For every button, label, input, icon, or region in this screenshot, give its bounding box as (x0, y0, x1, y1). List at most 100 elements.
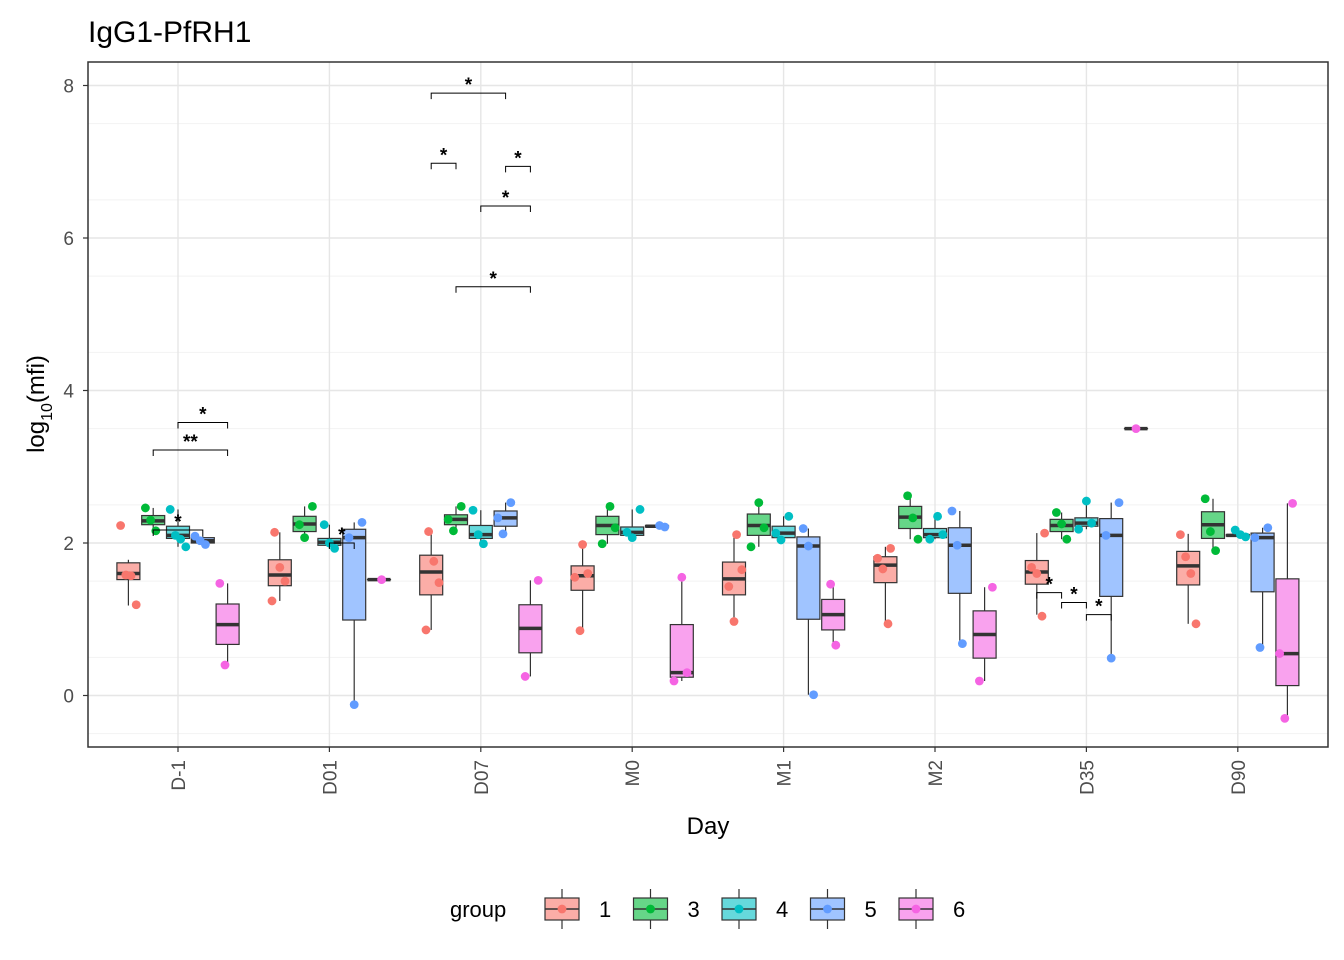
points (116, 424, 1297, 723)
data-point-1 (270, 527, 279, 537)
data-point-3 (1211, 546, 1220, 556)
data-point-1 (421, 625, 431, 635)
significance-bracket: * (430, 145, 457, 170)
significance-label: * (1070, 584, 1078, 605)
data-point-3 (141, 503, 150, 513)
significance-bracket: * (1036, 575, 1063, 599)
data-point-5 (1263, 523, 1273, 533)
significance-label: * (199, 405, 207, 426)
data-point-3 (1052, 508, 1061, 517)
data-point-5 (1255, 643, 1265, 652)
data-point-5 (660, 522, 670, 532)
data-point-4 (933, 511, 942, 521)
legend-label: 1 (599, 897, 611, 922)
significance-label: ** (183, 432, 198, 453)
y-tick-label: 4 (63, 382, 74, 403)
x-axis: D-1 D01 D07 M0 M1 M2 D35 D90 (169, 747, 1250, 795)
data-point-3 (308, 502, 317, 511)
legend-label: 4 (776, 897, 788, 922)
data-point-1 (1186, 569, 1196, 578)
data-point-1 (126, 571, 136, 581)
data-point-4 (468, 505, 478, 515)
data-point-1 (275, 563, 285, 572)
data-point-4 (1082, 496, 1091, 506)
data-point-1 (578, 540, 587, 549)
data-point-1 (737, 565, 747, 575)
data-point-6 (1280, 713, 1290, 723)
y-tick-label: 8 (63, 77, 74, 98)
data-point-3 (1200, 494, 1210, 504)
data-point-3 (754, 498, 764, 507)
box-group-6 (821, 584, 846, 646)
data-point-4 (635, 505, 645, 514)
data-point-5 (1114, 498, 1124, 507)
data-point-4 (771, 528, 781, 538)
data-point-1 (724, 582, 734, 591)
x-tick-label: M2 (926, 760, 947, 786)
data-point-6 (220, 660, 230, 670)
data-point-5 (349, 700, 359, 710)
data-point-1 (732, 530, 741, 540)
legend-title: group (450, 897, 506, 922)
data-point-1 (434, 578, 444, 588)
x-axis-title: Day (687, 813, 730, 840)
data-point-6 (669, 676, 679, 686)
data-point-6 (215, 579, 225, 588)
box-group-5 (1250, 527, 1275, 648)
box (669, 623, 694, 678)
data-point-5 (201, 540, 210, 549)
significance-label: * (1045, 575, 1053, 596)
box (342, 528, 367, 621)
data-point-4 (330, 543, 339, 553)
data-point-4 (176, 534, 186, 544)
data-point-1 (570, 572, 580, 582)
bracket-line (328, 542, 355, 549)
data-point-5 (1101, 530, 1111, 540)
data-point-3 (456, 502, 466, 511)
legend-key-point (823, 904, 832, 914)
legend-item-1: 1 (544, 889, 611, 929)
data-point-3 (597, 539, 607, 549)
significance-label: * (174, 512, 182, 533)
data-point-6 (377, 575, 386, 584)
legend-item-5: 5 (809, 889, 877, 929)
significance-label: * (514, 148, 522, 169)
data-point-3 (908, 513, 918, 523)
significance-bracket: * (1085, 597, 1112, 621)
data-point-3 (1057, 519, 1066, 529)
data-point-1 (575, 626, 585, 636)
data-point-6 (520, 672, 530, 681)
box (1275, 578, 1300, 687)
significance-label: * (440, 145, 448, 166)
data-point-5 (798, 524, 808, 533)
data-point-1 (116, 521, 125, 530)
data-point-5 (809, 690, 818, 700)
data-point-3 (759, 523, 769, 533)
y-axis-title: log10(mfi) (23, 355, 56, 453)
data-point-6 (975, 676, 984, 686)
box (947, 527, 972, 594)
data-point-3 (903, 491, 912, 501)
significance-label: * (489, 269, 497, 290)
bracket-line (177, 422, 229, 429)
x-tick-label: D35 (1077, 760, 1098, 795)
significance-bracket: * (505, 148, 531, 173)
bracket-line (430, 92, 507, 100)
bracket-line (1061, 601, 1087, 609)
data-point-1 (1191, 619, 1201, 629)
data-point-4 (319, 520, 329, 530)
data-point-6 (826, 579, 835, 589)
data-point-3 (146, 515, 156, 525)
data-point-1 (1040, 528, 1049, 538)
data-point-4 (181, 542, 191, 552)
data-point-1 (1181, 552, 1190, 562)
data-point-3 (746, 542, 756, 552)
bracket-line (1036, 592, 1063, 599)
data-point-4 (938, 530, 948, 540)
data-point-4 (1087, 518, 1096, 528)
y-tick-label: 2 (63, 534, 74, 555)
box-group-6 (669, 577, 694, 682)
x-tick-label: M0 (623, 760, 644, 786)
data-point-6 (831, 640, 841, 650)
